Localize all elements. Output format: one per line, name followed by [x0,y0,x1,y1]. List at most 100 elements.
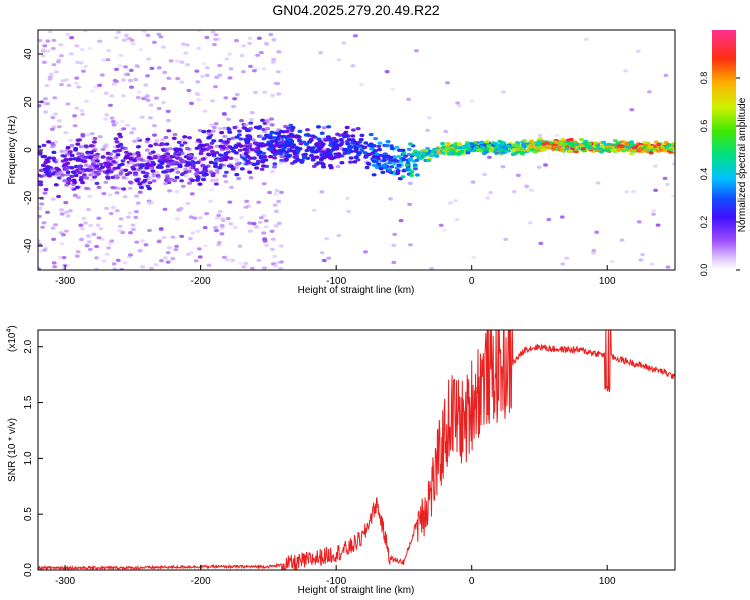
heatmap-cell [65,170,71,174]
heatmap-cell [212,125,217,130]
heatmap-cell [43,97,48,101]
heatmap-cell [56,176,62,180]
heatmap-cell [151,162,157,166]
heatmap-cell [284,158,289,162]
heatmap-cell [511,190,517,194]
heatmap-cell [309,154,314,158]
heatmap-cell [425,128,430,132]
heatmap-cell [231,104,236,109]
heatmap-cell [68,138,73,142]
heatmap-cell [260,118,265,122]
heatmap-cell [218,153,224,157]
heatmap-cell [136,153,142,158]
heatmap-cell [65,102,71,106]
heatmap-cell [103,117,108,121]
heatmap-cell [179,60,185,64]
heatmap-cell [610,259,615,264]
heatmap-cell [80,227,85,231]
heatmap-cell [483,150,489,154]
heatmap-cell [194,69,200,73]
heatmap-cell [117,228,122,232]
heatmap-cell [45,39,51,43]
heatmap-cell [161,100,167,105]
heatmap-cell [216,243,222,247]
heatmap-cell [629,108,635,112]
heatmap-cell [74,60,80,64]
heatmap-cell [147,176,153,180]
heatmap-cell [114,174,120,178]
y-tick-label: 1.5 [23,395,34,409]
heatmap-cell [373,149,378,153]
heatmap-cell [53,112,58,116]
heatmap-cell [595,144,601,148]
heatmap-cell [124,164,130,168]
heatmap-cell [39,202,45,206]
heatmap-cell [43,187,49,192]
heatmap-cell [264,126,270,130]
x-tick-label: -300 [55,276,75,287]
heatmap-cell [253,90,258,95]
heatmap-cell [281,149,286,153]
heatmap-cell [559,215,565,219]
heatmap-cell [148,144,153,148]
heatmap-cell [345,134,350,138]
heatmap-cell [409,170,415,174]
heatmap-cell [56,125,62,129]
heatmap-cell [359,83,364,87]
heatmap-cell [177,156,183,160]
heatmap-cell [241,265,247,269]
heatmap-cell [94,155,100,159]
heatmap-cell [296,158,301,162]
heatmap-cell [260,160,265,164]
heatmap-cell [63,131,69,135]
heatmap-cell [339,161,345,165]
heatmap-cell [173,147,179,151]
heatmap-cell [118,217,124,221]
heatmap-cell [261,151,267,155]
heatmap-cell [236,177,242,181]
heatmap-cell [183,167,188,172]
colorbar-gradient [712,30,736,270]
heatmap-cell [671,142,675,146]
heatmap-cell [156,32,162,36]
heatmap-cell [527,221,533,225]
heatmap-cell [421,151,427,155]
heatmap-cell [68,157,73,161]
heatmap-cell [621,149,627,153]
heatmap-cell [165,152,171,156]
heatmap-cell [75,250,81,254]
heatmap-cell [163,135,169,140]
heatmap-cell [128,78,133,83]
heatmap-cell [494,151,500,155]
heatmap-cell [217,73,223,77]
heatmap-cell [176,140,182,144]
heatmap-cell [149,266,154,270]
heatmap-cell [640,253,645,257]
heatmap-cell [388,155,394,160]
heatmap-cell [148,151,154,155]
heatmap-cell [295,134,301,138]
heatmap-cell [228,222,234,226]
heatmap-cell [543,163,548,167]
heatmap-cell [136,145,141,149]
heatmap-cell [121,127,127,131]
heatmap-cell [55,158,60,162]
heatmap-cell [276,70,281,74]
heatmap-cell [630,143,636,147]
heatmap-cell [135,151,141,155]
heatmap-cell [258,216,264,220]
heatmap-cell [83,221,88,225]
heatmap-cell [268,155,273,159]
heatmap-cell [348,156,354,160]
heatmap-cell [573,147,579,151]
heatmap-cell [193,259,199,263]
snr-frame [37,329,676,571]
heatmap-cell [132,158,137,162]
heatmap-cell [227,52,233,56]
heatmap-cell [544,141,550,145]
heatmap-cell [123,156,129,160]
heatmap-cell [179,160,185,164]
heatmap-cell [161,87,167,91]
x-tick-label: -100 [326,276,346,287]
heatmap-cell [197,255,203,259]
